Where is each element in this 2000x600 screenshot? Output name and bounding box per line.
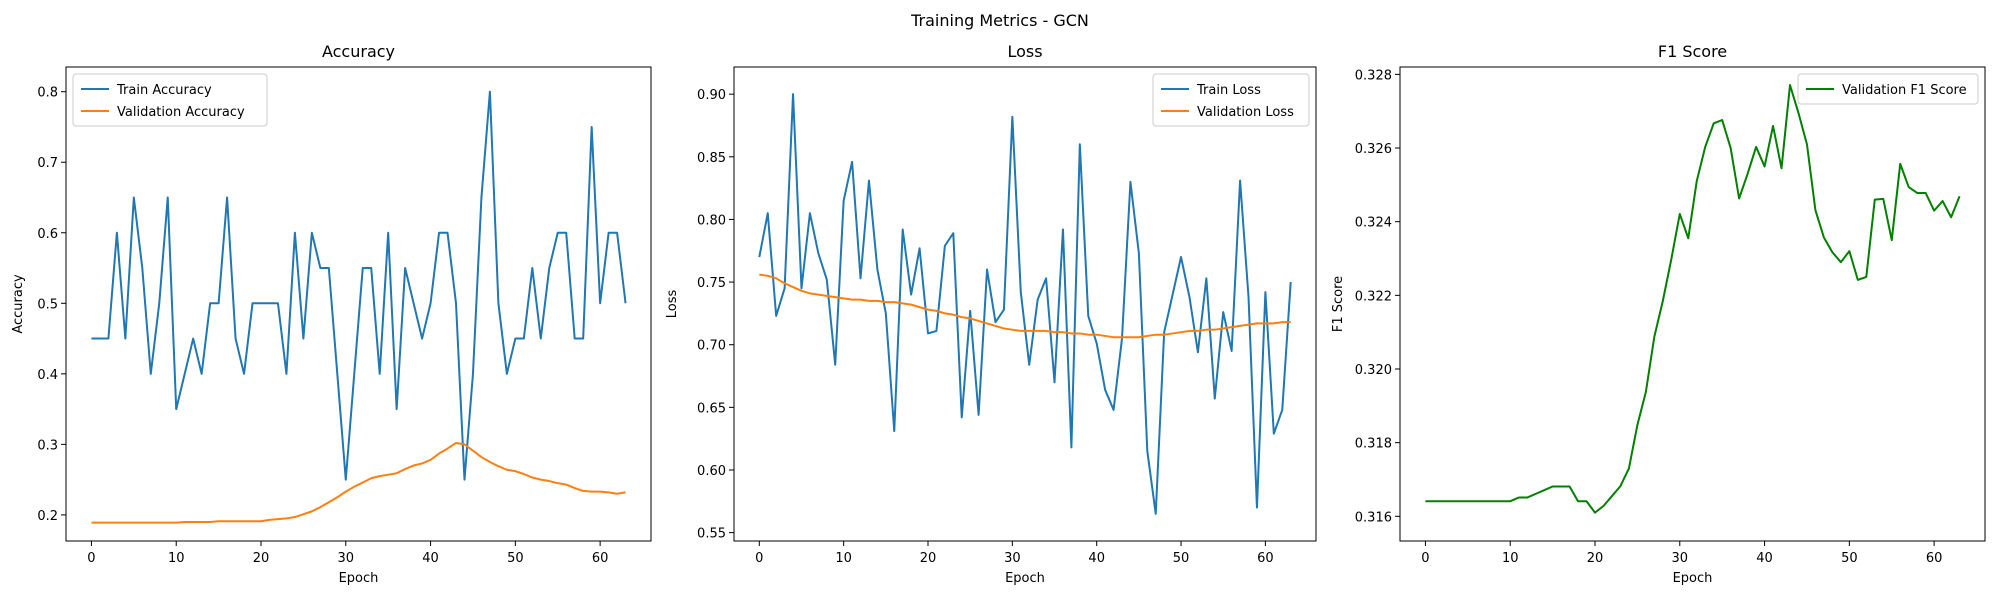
y-tick-label: 0.6 xyxy=(37,227,58,242)
chart-panel-accuracy: Accuracy 0 10 20 30 40 50 60 0.2 0.3 0.4 0.5 0.6 0.7 0… xyxy=(11,42,652,586)
x-tick-label: 40 xyxy=(422,551,439,566)
axes-frame xyxy=(65,66,652,542)
y-tick-label: 0.70 xyxy=(697,339,726,354)
x-tick-label: 60 xyxy=(1926,551,1943,566)
y-tick-label: 0.322 xyxy=(1355,289,1392,304)
legend-label: Validation Accuracy xyxy=(117,105,245,120)
figure-suptitle: Training Metrics - GCN xyxy=(910,11,1089,30)
x-tick-label: 20 xyxy=(253,551,270,566)
y-tick-label: 0.5 xyxy=(37,297,58,312)
series-line-validation-accuracy xyxy=(91,441,626,524)
chart-panel-loss: Loss 0 10 20 30 40 50 60 0.55 0.60 0.65 0.70 0.75 0.8… xyxy=(665,42,1317,586)
y-tick-label: 0.320 xyxy=(1355,363,1392,378)
x-tick-label: 50 xyxy=(507,551,524,566)
axes-frame xyxy=(733,66,1317,542)
legend-box xyxy=(1797,73,1979,105)
series-line-validation-loss xyxy=(759,273,1291,339)
legend-label: Train Loss xyxy=(1196,83,1261,98)
y-tick-label: 0.65 xyxy=(697,401,726,416)
y-tick-label: 0.3 xyxy=(37,438,58,453)
y-axis-label: F1 Score xyxy=(1331,276,1346,332)
x-tick-label: 30 xyxy=(338,551,355,566)
x-axis-label: Epoch xyxy=(339,571,379,586)
y-tick-label: 0.318 xyxy=(1355,437,1392,452)
legend-label: Validation F1 Score xyxy=(1842,83,1967,98)
y-axis-label: Loss xyxy=(665,290,680,319)
y-tick-label: 0.75 xyxy=(697,276,726,291)
x-tick-label: 10 xyxy=(1502,551,1519,566)
x-tick-label: 10 xyxy=(168,551,185,566)
y-tick-label: 0.4 xyxy=(37,368,58,383)
legend-label: Validation Loss xyxy=(1197,105,1294,120)
series-line-validation-f1-score xyxy=(1425,84,1961,514)
x-tick-label: 50 xyxy=(1173,551,1190,566)
x-axis-label: Epoch xyxy=(1673,571,1713,586)
y-tick-label: 0.8 xyxy=(37,86,58,101)
legend: Validation F1 Score xyxy=(1797,73,1979,105)
x-tick-label: 10 xyxy=(835,551,852,566)
y-axis-label: Accuracy xyxy=(11,274,26,334)
y-tick-label: 0.316 xyxy=(1355,510,1392,525)
x-tick-label: 20 xyxy=(920,551,937,566)
x-tick-label: 0 xyxy=(87,551,95,566)
y-tick-label: 0.328 xyxy=(1355,68,1392,83)
x-tick-label: 30 xyxy=(1672,551,1689,566)
chart-title: Loss xyxy=(1007,42,1042,61)
x-tick-label: 20 xyxy=(1587,551,1604,566)
legend-box xyxy=(1152,73,1310,127)
legend-label: Train Accuracy xyxy=(116,83,212,98)
x-tick-label: 60 xyxy=(592,551,609,566)
y-tick-label: 0.7 xyxy=(37,156,58,171)
chart-title: Accuracy xyxy=(322,42,395,61)
series-line-train-accuracy xyxy=(91,90,627,481)
chart-title: F1 Score xyxy=(1658,42,1727,61)
x-tick-label: 50 xyxy=(1841,551,1858,566)
axes-frame xyxy=(1399,66,1986,542)
y-tick-label: 0.60 xyxy=(697,464,726,479)
x-axis-label: Epoch xyxy=(1005,571,1045,586)
series-line-train-loss xyxy=(758,93,1292,515)
y-tick-label: 0.2 xyxy=(37,509,58,524)
y-tick-label: 0.85 xyxy=(697,151,726,166)
x-tick-label: 0 xyxy=(755,551,763,566)
y-tick-label: 0.326 xyxy=(1355,142,1392,157)
legend-box xyxy=(72,73,268,127)
legend: Train Loss Validation Loss xyxy=(1152,73,1310,127)
x-tick-label: 60 xyxy=(1257,551,1274,566)
legend: Train Accuracy Validation Accuracy xyxy=(72,73,268,127)
chart-panel-f1-score: F1 Score 0 10 20 30 40 50 60 0.316 0.318 0.320 0.32… xyxy=(1331,42,1986,586)
y-tick-label: 0.324 xyxy=(1355,216,1392,231)
y-tick-label: 0.55 xyxy=(697,527,726,542)
x-tick-label: 30 xyxy=(1004,551,1021,566)
y-tick-label: 0.90 xyxy=(697,88,726,103)
x-tick-label: 40 xyxy=(1756,551,1773,566)
x-tick-label: 0 xyxy=(1421,551,1429,566)
y-tick-label: 0.80 xyxy=(697,213,726,228)
x-tick-label: 40 xyxy=(1088,551,1105,566)
